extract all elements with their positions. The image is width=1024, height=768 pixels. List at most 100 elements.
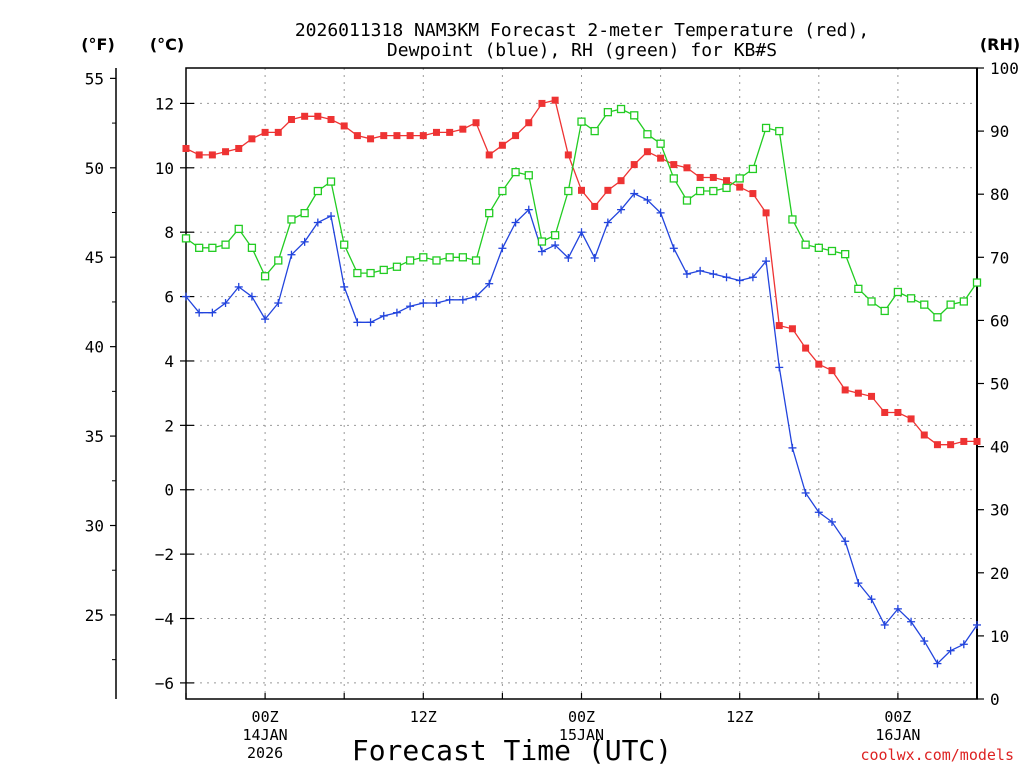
x-tick-label: 16JAN bbox=[875, 726, 920, 744]
rh-point bbox=[260, 272, 270, 281]
temperature-point bbox=[261, 128, 269, 136]
temperature-point bbox=[578, 186, 585, 194]
dewpoint-point bbox=[880, 620, 889, 629]
temperature-point bbox=[907, 415, 915, 423]
rh-point bbox=[432, 256, 441, 265]
dewpoint-point bbox=[775, 363, 784, 372]
temperature-point bbox=[723, 177, 731, 185]
rh-tick-label: 10 bbox=[990, 627, 1009, 646]
celsius-tick-label: −4 bbox=[155, 610, 174, 629]
temperature-point bbox=[617, 177, 625, 185]
dewpoint-point bbox=[537, 247, 546, 256]
dewpoint-point bbox=[234, 282, 243, 291]
rh-point bbox=[326, 177, 336, 186]
rh-tick-label: 0 bbox=[990, 690, 1000, 709]
dewpoint-point bbox=[893, 604, 902, 613]
rh-point bbox=[854, 284, 863, 294]
dewpoint-point bbox=[762, 257, 771, 266]
rh-point bbox=[933, 313, 942, 322]
temperature-point bbox=[564, 151, 572, 159]
temperature-point bbox=[538, 99, 546, 107]
temperature-point bbox=[775, 322, 783, 330]
dewpoint-point bbox=[313, 218, 322, 227]
axis-ticks: 121086420−2−4−65550454035302510090807060… bbox=[85, 59, 1019, 709]
dewpoint-point bbox=[498, 244, 507, 253]
rh-point bbox=[959, 297, 968, 306]
rh-point bbox=[550, 231, 560, 240]
grid-lines bbox=[186, 68, 977, 699]
dewpoint-point bbox=[353, 318, 362, 327]
dewpoint-point bbox=[933, 659, 942, 668]
temperature-point bbox=[894, 408, 902, 416]
rh-point bbox=[761, 123, 771, 133]
temperature-point bbox=[551, 96, 559, 104]
temperature-point bbox=[182, 144, 190, 152]
rh-point bbox=[524, 171, 533, 180]
celsius-tick-label: 2 bbox=[164, 416, 174, 435]
fahrenheit-tick-label: 40 bbox=[85, 338, 104, 357]
temperature-point bbox=[947, 441, 955, 449]
rh-point bbox=[287, 215, 296, 224]
x-tick-label: 12Z bbox=[410, 708, 437, 726]
dewpoint-point bbox=[814, 508, 823, 517]
rh-point bbox=[841, 249, 850, 259]
dewpoint-point bbox=[656, 208, 665, 217]
celsius-tick-label: 4 bbox=[164, 352, 174, 371]
temperature-point bbox=[274, 128, 282, 136]
dewpoint-point bbox=[485, 279, 494, 288]
rh-point bbox=[458, 253, 468, 262]
temperature-point bbox=[973, 437, 981, 445]
rh-point bbox=[722, 183, 731, 193]
temperature-point bbox=[709, 173, 717, 181]
dewpoint-point bbox=[696, 266, 705, 275]
temperature-point bbox=[327, 116, 335, 124]
dewpoint-point bbox=[221, 299, 230, 308]
rh-point bbox=[630, 111, 639, 120]
rh-point bbox=[195, 243, 204, 252]
temperature-point bbox=[367, 135, 375, 143]
rh-point bbox=[669, 174, 678, 183]
temperature-point bbox=[604, 186, 612, 194]
rh-point bbox=[392, 262, 402, 271]
celsius-tick-label: 0 bbox=[164, 481, 174, 500]
temperature-point bbox=[235, 144, 243, 152]
rh-point bbox=[867, 297, 876, 306]
x-tick-label: 12Z bbox=[726, 708, 753, 726]
temperature-point bbox=[591, 202, 599, 210]
celsius-tick-label: 12 bbox=[155, 94, 174, 113]
rh-point bbox=[696, 186, 705, 196]
dewpoint-point bbox=[340, 282, 349, 291]
dewpoint-point bbox=[379, 311, 388, 320]
temperature-point bbox=[749, 190, 757, 198]
dewpoint-point bbox=[735, 276, 744, 285]
x-tick-label: 00Z bbox=[884, 708, 911, 726]
temperature-point bbox=[854, 389, 862, 397]
dewpoint-point bbox=[827, 517, 836, 526]
rh-point bbox=[366, 268, 375, 278]
temperature-point bbox=[788, 325, 796, 333]
temperature-point bbox=[472, 119, 480, 127]
temperature-point bbox=[446, 128, 454, 136]
fahrenheit-tick-label: 30 bbox=[85, 517, 104, 536]
dewpoint-point bbox=[195, 308, 204, 317]
rh-point bbox=[274, 256, 283, 265]
temperature-point bbox=[248, 135, 256, 143]
temperature-point bbox=[419, 132, 427, 140]
temperature-point bbox=[498, 141, 506, 149]
x-tick-label: 15JAN bbox=[559, 726, 604, 744]
temperature-point bbox=[841, 386, 849, 394]
dewpoint-point bbox=[577, 228, 586, 237]
rh-point bbox=[247, 243, 257, 252]
temperature-point bbox=[696, 173, 704, 181]
temperature-point bbox=[222, 148, 230, 156]
temperature-point bbox=[815, 360, 823, 368]
temperature-point bbox=[920, 431, 928, 439]
dewpoint-point bbox=[274, 299, 283, 308]
dewpoint-point bbox=[682, 270, 691, 279]
temperature-point bbox=[762, 209, 770, 217]
dewpoint-point bbox=[261, 315, 270, 324]
fahrenheit-tick-label: 50 bbox=[85, 159, 104, 178]
celsius-tick-label: 10 bbox=[155, 159, 174, 178]
dewpoint-point bbox=[445, 295, 454, 304]
